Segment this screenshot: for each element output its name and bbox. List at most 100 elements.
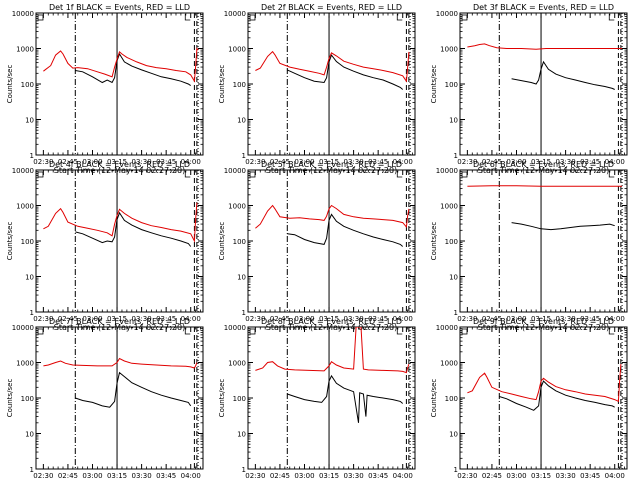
corner-marker-left — [461, 171, 468, 178]
y-tick-label: 1000 — [16, 203, 34, 211]
plot-frame — [247, 326, 416, 470]
x-tick-label: 03:15 — [319, 472, 339, 480]
y-tick-label: 1 — [242, 309, 246, 317]
plot-frame — [247, 12, 416, 156]
y-tick-label: 1 — [30, 152, 34, 160]
corner-marker-left — [37, 328, 44, 335]
plot-frame — [459, 12, 628, 156]
x-tick-label: 03:30 — [556, 158, 576, 166]
plot-frame — [459, 169, 628, 313]
events-series-line — [511, 60, 615, 90]
y-tick-label: 100 — [445, 238, 458, 246]
y-tick-label: 10 — [237, 274, 246, 282]
lld-series-line — [43, 47, 199, 83]
x-tick-label: 04:00 — [605, 315, 625, 323]
corner-marker-right — [184, 171, 191, 178]
x-tick-label: 02:45 — [482, 315, 502, 323]
x-tick-label: 02:45 — [58, 315, 78, 323]
y-tick-label: 100 — [233, 81, 246, 89]
x-tick-label: 03:15 — [107, 315, 127, 323]
y-tick-label: 1000 — [16, 46, 34, 54]
x-tick-label: 03:30 — [344, 158, 364, 166]
lld-series-line — [255, 327, 410, 374]
corner-marker-right — [608, 14, 615, 21]
x-tick-label: 04:00 — [181, 315, 201, 323]
x-tick-label: 02:45 — [482, 472, 502, 480]
corner-marker-right — [608, 328, 615, 335]
x-tick-label: 03:45 — [156, 158, 176, 166]
x-tick-label: 02:45 — [270, 472, 290, 480]
plot-frame — [35, 12, 204, 156]
y-axis-label: Counts/sec — [218, 379, 226, 418]
detector-panel-3: Det 3f BLACK = Events, RED = LLD 1 10 100 10… — [430, 3, 628, 175]
detector-panel-8: Det 8f BLACK = Events, RED = LLD 1 10 100 10… — [218, 317, 416, 480]
x-tick-label: 03:00 — [82, 158, 102, 166]
y-tick-label: 10000 — [224, 324, 246, 332]
x-tick-label: 02:30 — [33, 472, 53, 480]
x-tick-label: 03:30 — [132, 472, 152, 480]
y-axis-label: Counts/sec — [6, 222, 14, 261]
events-series-line — [75, 211, 192, 247]
lld-series-line — [467, 364, 622, 403]
x-tick-label: 02:30 — [33, 158, 53, 166]
x-tick-label: 02:30 — [33, 315, 53, 323]
x-tick-label: 03:00 — [294, 472, 314, 480]
events-series-line — [511, 222, 615, 231]
y-tick-label: 10 — [449, 431, 458, 439]
y-tick-label: 100 — [21, 238, 34, 246]
x-tick-label: 03:30 — [132, 315, 152, 323]
y-tick-label: 100 — [233, 395, 246, 403]
corner-marker-left — [249, 328, 256, 335]
y-tick-label: 100 — [445, 81, 458, 89]
x-tick-label: 03:45 — [580, 472, 600, 480]
y-tick-label: 100 — [21, 81, 34, 89]
x-tick-label: 03:15 — [531, 315, 551, 323]
x-tick-label: 03:15 — [531, 158, 551, 166]
x-tick-label: 03:15 — [319, 315, 339, 323]
y-tick-label: 100 — [233, 238, 246, 246]
x-tick-label: 03:45 — [368, 472, 388, 480]
x-tick-label: 03:00 — [506, 315, 526, 323]
x-tick-label: 04:00 — [605, 158, 625, 166]
y-tick-label: 1000 — [228, 46, 246, 54]
detector-panel-7: Det 7f BLACK = Events, RED = LLD 1 10 100 10… — [6, 317, 204, 480]
panel-title: Det 8f BLACK = Events, RED = LLD — [261, 317, 402, 326]
y-axis-label: Counts/sec — [218, 222, 226, 261]
y-tick-label: 10000 — [12, 167, 34, 175]
plot-frame — [35, 169, 204, 313]
corner-marker-right — [608, 171, 615, 178]
x-tick-label: 03:00 — [82, 315, 102, 323]
y-tick-label: 10000 — [436, 10, 458, 18]
y-axis-label: Counts/sec — [430, 379, 438, 418]
y-tick-label: 10000 — [224, 10, 246, 18]
corner-marker-right — [396, 328, 403, 335]
y-tick-label: 1000 — [440, 203, 458, 211]
y-axis-label: Counts/sec — [430, 222, 438, 261]
y-tick-label: 1 — [30, 309, 34, 317]
x-tick-label: 03:15 — [107, 472, 127, 480]
panel-title: Det 1f BLACK = Events, RED = LLD — [49, 3, 190, 12]
y-tick-label: 1 — [30, 466, 34, 474]
y-tick-label: 10 — [25, 431, 34, 439]
lld-series-line — [255, 204, 410, 229]
panel-title: Det 6f BLACK = Events, RED = LLD — [473, 160, 614, 169]
x-tick-label: 03:45 — [156, 472, 176, 480]
x-tick-label: 04:00 — [605, 472, 625, 480]
x-tick-label: 04:00 — [181, 158, 201, 166]
y-axis-label: Counts/sec — [218, 65, 226, 104]
x-tick-label: 02:30 — [457, 315, 477, 323]
x-tick-label: 03:30 — [556, 472, 576, 480]
corner-marker-left — [461, 328, 468, 335]
corner-marker-left — [249, 14, 256, 21]
x-tick-label: 03:45 — [368, 315, 388, 323]
x-tick-label: 03:00 — [294, 158, 314, 166]
corner-marker-left — [249, 171, 256, 178]
panel-title: Det 4f BLACK = Events, RED = LLD — [49, 160, 190, 169]
y-tick-label: 10 — [237, 117, 246, 125]
events-series-line — [499, 380, 615, 411]
x-tick-label: 03:45 — [368, 158, 388, 166]
corner-marker-left — [461, 14, 468, 21]
x-tick-label: 03:45 — [156, 315, 176, 323]
events-series-line — [75, 52, 191, 87]
